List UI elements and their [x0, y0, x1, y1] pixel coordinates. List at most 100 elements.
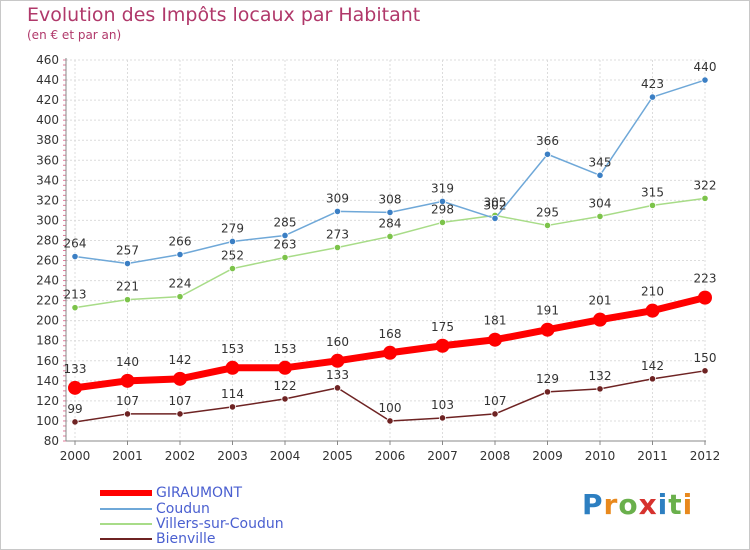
data-label: 181 [484, 314, 507, 328]
data-label: 107 [169, 394, 192, 408]
data-point [540, 322, 555, 337]
logo-letter: i [682, 488, 694, 521]
data-point [438, 218, 447, 227]
data-label: 366 [536, 134, 559, 148]
data-point [225, 360, 240, 375]
y-tick-label: 80 [44, 434, 59, 448]
data-label: 264 [64, 237, 87, 251]
data-point [386, 417, 394, 425]
data-point [333, 207, 342, 215]
data-point [593, 312, 607, 327]
data-point [596, 171, 604, 179]
data-point [71, 252, 79, 261]
y-tick-label: 360 [36, 153, 59, 167]
data-point [176, 293, 184, 301]
data-label: 175 [431, 320, 454, 334]
data-point [701, 367, 709, 375]
data-label: 133 [326, 368, 349, 382]
data-label: 223 [694, 272, 717, 286]
data-point [228, 264, 237, 273]
data-label: 107 [484, 394, 507, 408]
x-tick-label: 2010 [585, 449, 616, 463]
legend-item-coudun: Coudun [100, 501, 210, 517]
x-tick-label: 2007 [427, 449, 458, 463]
data-label: 295 [536, 205, 559, 219]
y-tick-label: 140 [36, 374, 59, 388]
legend-item-bienville: Bienville [100, 531, 216, 547]
x-tick-label: 2005 [322, 449, 353, 463]
data-point [491, 214, 499, 223]
legend-label: GIRAUMONT [156, 485, 243, 501]
data-label: 224 [169, 277, 192, 291]
y-tick-label: 180 [36, 334, 59, 348]
data-point [543, 221, 552, 230]
data-point [71, 304, 79, 312]
x-tick-label: 2002 [165, 449, 196, 463]
data-label: 252 [221, 249, 244, 263]
y-tick-label: 120 [36, 394, 59, 408]
y-tick-label: 400 [36, 113, 59, 127]
data-point [228, 237, 237, 246]
data-label: 142 [169, 353, 192, 367]
data-point [176, 410, 184, 418]
data-label-layer: 133 140 142 153 153 160 168 175 181 191 201 210 223 2… [64, 60, 717, 416]
data-label: 114 [221, 387, 244, 401]
data-label: 201 [589, 294, 612, 308]
legend-swatch [100, 490, 152, 496]
data-label: 315 [641, 185, 664, 199]
data-label: 132 [589, 369, 612, 383]
data-point [648, 375, 657, 383]
data-point [123, 410, 132, 418]
logo-letter: o [618, 488, 639, 521]
axis-layer: 80 100 120 140 160 180 200 220 240 260 280 300 320 34… [36, 53, 720, 463]
x-tick-label: 2001 [112, 449, 143, 463]
data-label: 210 [641, 285, 664, 299]
data-point [173, 371, 187, 386]
legend-label: Coudun [156, 501, 210, 517]
y-tick-label: 440 [36, 73, 59, 87]
legend-label: Villers-sur-Coudun [156, 516, 284, 532]
data-label: 221 [116, 280, 139, 294]
data-point [330, 353, 345, 368]
data-label: 107 [116, 394, 139, 408]
data-label: 423 [641, 77, 664, 91]
proxiti-logo: Proxiti [582, 488, 693, 521]
data-label: 279 [221, 221, 244, 235]
data-point [123, 296, 132, 304]
plot-area [66, 60, 706, 441]
legend-item-giraumont: GIRAUMONT [100, 485, 242, 501]
data-label: 150 [694, 351, 717, 365]
data-label: 302 [484, 198, 507, 212]
y-tick-label: 320 [36, 193, 59, 207]
data-label: 213 [64, 288, 87, 302]
data-point [596, 385, 604, 393]
y-tick-label: 200 [36, 314, 59, 328]
x-tick-label: 2004 [270, 449, 301, 463]
legend-item-villers-sur-coudun: Villers-sur-Coudun [100, 516, 284, 532]
y-tick-label: 220 [36, 294, 59, 308]
data-point [648, 93, 657, 101]
data-label: 319 [431, 181, 454, 195]
y-tick-label: 420 [36, 93, 59, 107]
data-label: 142 [641, 359, 664, 373]
y-tick-label: 300 [36, 213, 59, 227]
data-point [120, 373, 135, 388]
y-tick-label: 260 [36, 254, 59, 268]
legend-swatch [100, 538, 152, 540]
chart-subtitle: (en € et par an) [27, 28, 122, 42]
y-tick-label: 240 [36, 274, 59, 288]
y-tick-label: 160 [36, 354, 59, 368]
data-point [281, 253, 289, 262]
x-tick-label: 2000 [60, 449, 91, 463]
x-tick-label: 2008 [480, 449, 511, 463]
x-tick-label: 2012 [690, 449, 721, 463]
legend-swatch [100, 523, 152, 525]
series-layer [68, 76, 712, 426]
data-label: 266 [169, 235, 192, 249]
data-label: 122 [274, 379, 297, 393]
data-label: 298 [431, 202, 454, 216]
data-label: 129 [536, 372, 559, 386]
data-point [71, 418, 79, 426]
data-point [488, 332, 502, 347]
